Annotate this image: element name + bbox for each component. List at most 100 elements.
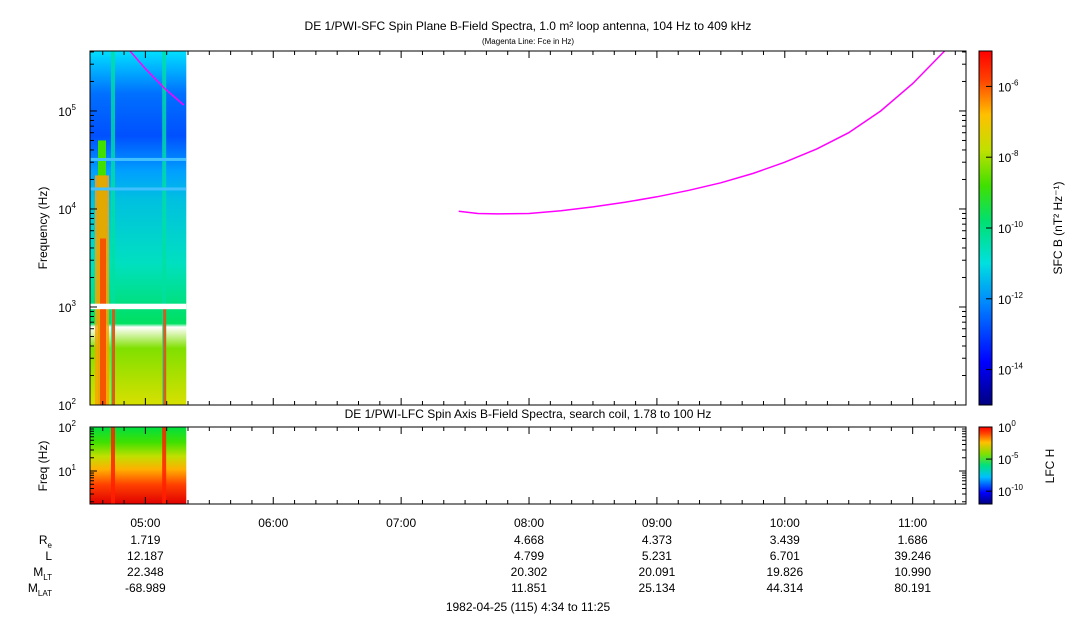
ephemeris-row-label-base: M — [33, 565, 43, 579]
lfc-panel: 101 102 Freq (Hz) — [36, 419, 967, 505]
time-tick-label-6: 11:00 — [898, 516, 927, 530]
sfc-interference-line-0 — [90, 187, 187, 191]
sfc-colorbar-tick-label-0: 10-6 — [998, 78, 1019, 94]
sfc-colorbar-tick-label-3-exp: -12 — [1011, 291, 1023, 300]
lfc-y-label: Freq (Hz) — [36, 441, 50, 492]
sfc-colorbar-tick-label-0-exp: -6 — [1011, 78, 1019, 87]
lfc-spectrogram — [90, 427, 187, 504]
lfc-colorbar-tick-label-2: 10-10 — [998, 483, 1023, 499]
ephemeris-row-label-sub: e — [48, 541, 53, 550]
sfc-y-tick-label-3: 105 — [58, 103, 76, 119]
lfc-colorbar-gradient — [978, 426, 993, 505]
ephemeris-value: 80.191 — [894, 581, 931, 595]
ephemeris-row-label-sub: LT — [43, 573, 52, 582]
sfc-y-label: Frequency (Hz) — [36, 187, 50, 270]
sfc-spike-low-1 — [163, 306, 167, 405]
sfc-burst-peak — [100, 238, 106, 405]
ephemeris-value: 6.701 — [770, 549, 800, 563]
ephemeris-value: -68.989 — [125, 581, 166, 595]
sfc-y-tick-label-1: 103 — [58, 299, 76, 315]
lfc-colorbar-tick-label-2-exp: -10 — [1011, 483, 1023, 492]
ephemeris-value: 1.686 — [898, 533, 928, 547]
sfc-colorbar-tick-label-3: 10-12 — [998, 291, 1023, 307]
sfc-colorbar-tick-label-0-base: 10 — [998, 80, 1012, 94]
sfc-y-tick-label-1-base: 10 — [58, 301, 72, 315]
ephemeris-row-label-1: L — [45, 549, 52, 563]
lfc-colorbar-tick-label-1: 10-5 — [998, 451, 1019, 467]
lfc-title: DE 1/PWI-LFC Spin Axis B-Field Spectra, … — [345, 407, 712, 421]
sfc-spectrogram — [90, 51, 187, 405]
fce-line-segment-1 — [458, 50, 946, 215]
sfc-spike-1 — [162, 51, 167, 405]
lfc-colorbar-tick-label-0-exp: 0 — [1011, 419, 1016, 428]
ephemeris-value: 20.091 — [639, 565, 676, 579]
sfc-colorbar-tick-label-4-base: 10 — [998, 364, 1012, 378]
sfc-colorbar-tick-label-1-exp: -8 — [1011, 149, 1019, 158]
ephemeris-value: 22.348 — [127, 565, 164, 579]
time-tick-label-0: 05:00 — [130, 516, 160, 530]
time-tick-label-2: 07:00 — [386, 516, 416, 530]
sfc-y-tick-label-0-base: 10 — [58, 399, 72, 413]
sfc-y-tick-label-3-base: 10 — [58, 105, 72, 119]
lfc-colorbar-tick-label-0: 100 — [998, 419, 1016, 435]
ephemeris-value: 5.231 — [642, 549, 672, 563]
lfc-colorbar-tick-label-0-base: 10 — [998, 421, 1012, 435]
sfc-y-tick-label-3-exp: 5 — [72, 103, 77, 112]
sfc-data-gap — [90, 303, 187, 310]
sfc-y-tick-label-2: 104 — [58, 201, 76, 217]
sfc-colorbar-tick-label-2-base: 10 — [998, 222, 1012, 236]
lfc-spike-1 — [162, 427, 167, 504]
time-tick-label-3: 08:00 — [514, 516, 544, 530]
sfc-colorbar-tick-label-3-base: 10 — [998, 293, 1012, 307]
lfc-colorbar-tick-label-1-base: 10 — [998, 453, 1012, 467]
lfc-colorbar-label: LFC H — [1043, 449, 1057, 484]
lfc-spectrum-block — [90, 427, 187, 504]
time-tick-label-1: 06:00 — [258, 516, 288, 530]
time-tick-label-5: 10:00 — [770, 516, 800, 530]
ephemeris-value: 44.314 — [766, 581, 803, 595]
time-tick-label-4: 09:00 — [642, 516, 672, 530]
ephemeris-row-label-base: L — [45, 549, 52, 563]
ephemeris-value: 3.439 — [770, 533, 800, 547]
ephemeris-row-label-base: M — [28, 581, 38, 595]
ephemeris-value: 25.134 — [639, 581, 676, 595]
sfc-y-tick-label-1-exp: 3 — [72, 299, 77, 308]
lfc-y-ticks: 101 102 — [58, 419, 966, 503]
lfc-y-tick-label-0: 101 — [58, 463, 76, 479]
fce-line-segment-0 — [129, 50, 185, 106]
lfc-plot-area — [90, 427, 966, 504]
ephemeris-value: 11.851 — [511, 581, 547, 595]
lfc-y-tick-label-1: 102 — [58, 419, 76, 435]
sfc-interference-line-1 — [90, 157, 187, 161]
sfc-frame — [89, 50, 967, 406]
sfc-plot-area — [90, 51, 966, 405]
sfc-colorbar-label: SFC B (nT² Hz⁻¹) — [1051, 182, 1065, 275]
sfc-colorbar-tick-label-4: 10-14 — [998, 362, 1023, 378]
time-axis-labels: 05:00 06:00 07:00 08:00 09:00 10:00 11:00 — [130, 516, 927, 530]
ephemeris-value: 4.373 — [642, 533, 672, 547]
sfc-y-tick-label-0: 102 — [58, 397, 76, 413]
sfc-subtitle: (Magenta Line: Fce in Hz) — [482, 37, 574, 46]
ephemeris-value: 20.302 — [511, 565, 548, 579]
ephemeris-value: 10.990 — [894, 565, 931, 579]
time-range-footer: 1982-04-25 (115) 4:34 to 11:25 — [446, 600, 611, 614]
ephemeris-row-label-base: R — [39, 533, 48, 547]
ephemeris-value: 12.187 — [127, 549, 164, 563]
sfc-colorbar-label-text: SFC B (nT² Hz⁻¹) — [1051, 182, 1065, 275]
ephemeris-value: 39.246 — [894, 549, 931, 563]
lfc-x-ticks — [102, 427, 956, 504]
sfc-y-tick-label-0-exp: 2 — [72, 397, 77, 406]
sfc-colorbar-tick-label-1-base: 10 — [998, 151, 1012, 165]
lfc-y-tick-label-1-exp: 2 — [72, 419, 77, 428]
lfc-spike-0 — [111, 427, 116, 504]
ephemeris-row-label-2: MLT — [33, 565, 52, 582]
lfc-y-tick-label-1-base: 10 — [58, 421, 72, 435]
lfc-colorbar-tick-label-2-base: 10 — [998, 485, 1012, 499]
ephemeris-value: 19.826 — [766, 565, 803, 579]
